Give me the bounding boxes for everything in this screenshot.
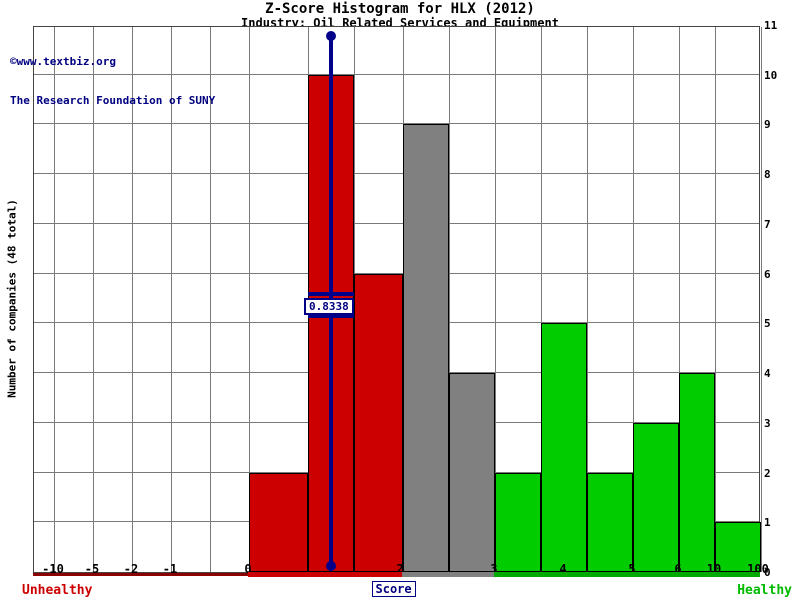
y-axis-tick-label: 10 bbox=[764, 68, 778, 82]
score-band-segment bbox=[494, 572, 760, 577]
x-axis-tick-label: 3 bbox=[490, 562, 498, 576]
gridline-vertical bbox=[587, 27, 588, 572]
histogram-bar bbox=[679, 373, 715, 572]
score-value-label: 0.8338 bbox=[304, 298, 354, 315]
y-axis-tick-label: 4 bbox=[764, 367, 771, 381]
y-axis-tick-label: 7 bbox=[764, 217, 771, 231]
histogram-bar bbox=[449, 373, 495, 572]
watermark: ©www.textbiz.org The Research Foundation… bbox=[10, 29, 215, 133]
y-axis-tick-label: 5 bbox=[764, 317, 771, 331]
x-axis-tick-label: -10 bbox=[42, 562, 64, 576]
y-axis-tick-label: 8 bbox=[764, 168, 771, 182]
gridline-vertical bbox=[132, 27, 133, 572]
watermark-line-1: ©www.textbiz.org bbox=[10, 55, 116, 68]
score-band-segment bbox=[402, 572, 494, 577]
x-axis-tick-label: 6 bbox=[674, 562, 682, 576]
gridline-horizontal bbox=[34, 222, 759, 224]
healthy-label: Healthy bbox=[737, 583, 792, 598]
score-marker-cap-bottom bbox=[308, 314, 354, 318]
y-axis-tick-label: 3 bbox=[764, 416, 771, 430]
gridline-vertical bbox=[54, 27, 55, 572]
unhealthy-label: Unhealthy bbox=[22, 583, 93, 598]
y-axis-tick-label: 1 bbox=[764, 516, 771, 530]
gridline-vertical bbox=[171, 27, 172, 572]
histogram-bar bbox=[249, 472, 308, 572]
gridline-vertical bbox=[449, 27, 450, 572]
gridline-vertical bbox=[679, 27, 680, 572]
gridline-vertical bbox=[93, 27, 94, 572]
gridline-horizontal bbox=[34, 73, 759, 75]
histogram-bar bbox=[633, 422, 679, 572]
x-axis-tick-label: 4 bbox=[559, 562, 567, 576]
score-band-segment bbox=[33, 573, 248, 576]
gridline-vertical bbox=[761, 27, 762, 572]
watermark-line-2: The Research Foundation of SUNY bbox=[10, 94, 216, 107]
y-axis-tick-label: 6 bbox=[764, 267, 771, 281]
histogram-bar bbox=[715, 522, 761, 572]
x-axis-tick-label: -2 bbox=[123, 562, 139, 576]
gridline-vertical bbox=[249, 27, 250, 572]
chart-title: Z-Score Histogram for HLX (2012) bbox=[265, 1, 535, 17]
histogram-bar bbox=[587, 472, 633, 572]
y-axis-tick-label: 11 bbox=[764, 19, 778, 32]
gridline-vertical bbox=[541, 27, 542, 572]
x-axis-title: Score bbox=[371, 581, 416, 597]
gridline-vertical bbox=[715, 27, 716, 572]
x-axis-tick-label: 2 bbox=[396, 562, 404, 576]
histogram-bar bbox=[541, 323, 587, 572]
y-axis-title-text: Number of companies (48 total) bbox=[5, 199, 19, 398]
gridline-horizontal bbox=[34, 123, 759, 125]
gridline-vertical bbox=[210, 27, 211, 572]
y-axis-tick-label: 0 bbox=[764, 566, 771, 579]
x-axis-tick-label: -5 bbox=[84, 562, 100, 576]
y-axis-tick-label: 2 bbox=[764, 466, 771, 480]
gridline-horizontal bbox=[34, 272, 759, 274]
score-color-band bbox=[33, 572, 760, 577]
histogram-bar bbox=[354, 273, 403, 572]
gridline-vertical bbox=[495, 27, 496, 572]
y-axis-tick-label: 9 bbox=[764, 118, 771, 132]
score-marker-top-dot bbox=[326, 31, 336, 41]
plot-area bbox=[33, 26, 762, 573]
x-axis-tick-label: 0 bbox=[244, 562, 252, 576]
gridline-horizontal bbox=[34, 173, 759, 175]
histogram-bar bbox=[403, 124, 449, 572]
x-axis-tick-label: 5 bbox=[628, 562, 636, 576]
score-marker-bottom-dot bbox=[326, 561, 336, 571]
x-axis-tick-label: -1 bbox=[162, 562, 178, 576]
score-band-segment bbox=[248, 572, 402, 577]
gridline-vertical bbox=[633, 27, 634, 572]
histogram-bar bbox=[495, 472, 541, 572]
score-marker-cap-top bbox=[308, 292, 354, 296]
